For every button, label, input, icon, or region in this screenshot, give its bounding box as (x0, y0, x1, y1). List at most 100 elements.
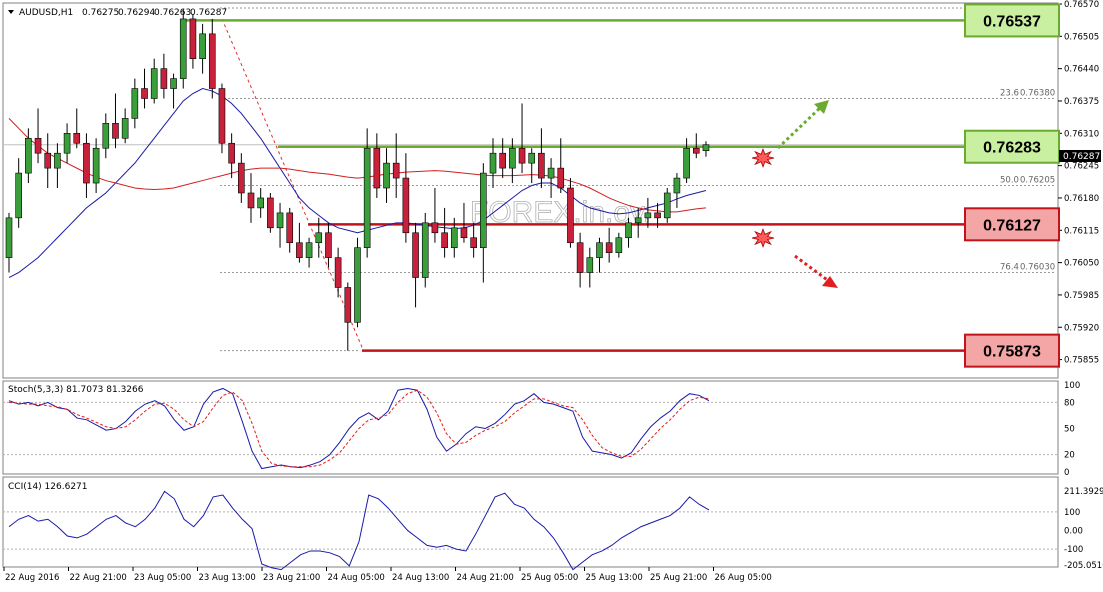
level-box-rect (964, 129, 1060, 164)
candle-body-bear (267, 197, 274, 229)
candle (702, 141, 710, 157)
time-tick-label: 25 Aug 05:00 (521, 573, 578, 583)
candle-body-bear (518, 147, 526, 164)
moving-averages-layer (8, 88, 707, 278)
candle (373, 133, 381, 198)
level-box-rect (964, 333, 1060, 368)
stoch-tick-label: 80 (1064, 398, 1075, 408)
header-dropdown-icon[interactable] (8, 10, 14, 14)
candle (121, 108, 129, 144)
candle-body-bull (54, 152, 61, 169)
candle (334, 247, 342, 298)
price-tick-label: 0.76180 (1064, 194, 1099, 204)
candle-body-bear (112, 123, 119, 139)
candle-body-bear (83, 142, 90, 184)
candle-body-bear (692, 147, 700, 154)
price-tick-label: 0.75920 (1064, 323, 1099, 333)
candle (344, 282, 352, 351)
stoch-pane-frame (2, 380, 1059, 475)
stoch-tick-label: 50 (1064, 425, 1075, 435)
candle-body-bear (286, 212, 294, 244)
candle-body-bear (334, 257, 342, 288)
candles-layer (5, 8, 710, 351)
candle-body-bear (441, 232, 448, 248)
candle-body-bull (547, 167, 555, 179)
axes-layer: 0.76570 0.76505 0.76440 0.76375 0.76310 0.762… (3, 0, 1099, 583)
main-pane-frame (2, 2, 1059, 379)
time-tick-label: 23 Aug 21:00 (263, 573, 320, 583)
stoch-tick-label: 100 (1064, 381, 1080, 391)
cci-line (8, 490, 710, 571)
bearish-arrow-head (822, 276, 838, 288)
current-price-tag (1059, 150, 1101, 162)
candle-body-bear (412, 232, 419, 278)
candle (218, 83, 226, 154)
candle (402, 153, 410, 243)
candle-body-bear (73, 133, 81, 144)
price-tick-label: 0.76115 (1064, 226, 1099, 236)
candle-body-bull (15, 172, 22, 219)
stoch-label: Stoch(5,3,3) 81.7073 81.3266 (8, 385, 144, 395)
candle (286, 207, 294, 253)
candle-body-bear (44, 152, 52, 169)
candle-body-bear (567, 187, 574, 244)
level-box-support-bottom: 0.75873 (964, 333, 1060, 368)
fib-value-label: 0.76205 (1020, 176, 1055, 186)
candle-body-bear (431, 222, 439, 234)
time-tick-label: 24 Aug 13:00 (392, 573, 449, 583)
level-box-label: 0.75873 (983, 344, 1041, 361)
time-tick-label: 22 Aug 21:00 (70, 573, 127, 583)
candle (412, 222, 419, 308)
candle (586, 247, 594, 288)
candle (112, 93, 119, 149)
candle (480, 163, 487, 283)
candle-body-bull (5, 217, 13, 258)
candle-body-bear (538, 152, 545, 179)
candle (509, 138, 516, 184)
level-box-label: 0.76283 (983, 140, 1041, 157)
candle (34, 108, 42, 164)
fib-value-label: 0.76380 (1020, 88, 1055, 98)
candle (63, 123, 71, 164)
candle (421, 212, 429, 288)
cci-pane-frame (2, 476, 1059, 568)
candle (683, 138, 690, 184)
stoch-signal-line (8, 389, 710, 468)
candle (54, 143, 61, 189)
candle-body-bull (644, 212, 652, 219)
candle-body-bear (325, 232, 332, 258)
price-tick-label: 0.76245 (1064, 162, 1099, 172)
candle-body-bull (305, 242, 313, 258)
level-boxes-layer: 0.76537 0.76283 0.76127 0.75873 (964, 3, 1060, 368)
header-close: 0.76287 (190, 8, 227, 18)
candle-body-bull (480, 172, 487, 248)
candle-body-bull (528, 152, 536, 164)
candle-body-bull (596, 242, 603, 258)
candle (450, 217, 458, 258)
candle-body-bear (499, 152, 506, 169)
time-tick-label: 24 Aug 05:00 (328, 573, 385, 583)
candle (383, 148, 390, 203)
bullish-arrow-shaft (776, 104, 824, 150)
candle-body-bull (170, 78, 177, 89)
breakdown-burst-icon (751, 228, 775, 248)
level-box-label: 0.76127 (983, 217, 1041, 234)
candle-body-bull (25, 137, 32, 174)
candle-body-bear (218, 88, 226, 144)
stoch-tick-label: 0 (1064, 468, 1069, 478)
current-price-text: 0.76287 (1063, 152, 1100, 162)
candle (276, 202, 284, 248)
candle-body-bear (34, 137, 42, 154)
candle (25, 128, 32, 184)
candle-body-bull (63, 133, 71, 154)
fibonacci-layer: 23.6 0.76380 50.0 0.76205 76.4 0.76030 (220, 7, 1056, 352)
header-low: 0.76263 (154, 8, 191, 18)
time-tick-label: 25 Aug 13:00 (586, 573, 643, 583)
annotations-layer (751, 100, 838, 288)
candle (692, 133, 700, 159)
fib-ratio-label: 50.0 (1000, 176, 1019, 186)
candle (644, 197, 652, 228)
level-box-pivot-lower: 0.76127 (964, 207, 1060, 242)
candle (489, 138, 497, 189)
